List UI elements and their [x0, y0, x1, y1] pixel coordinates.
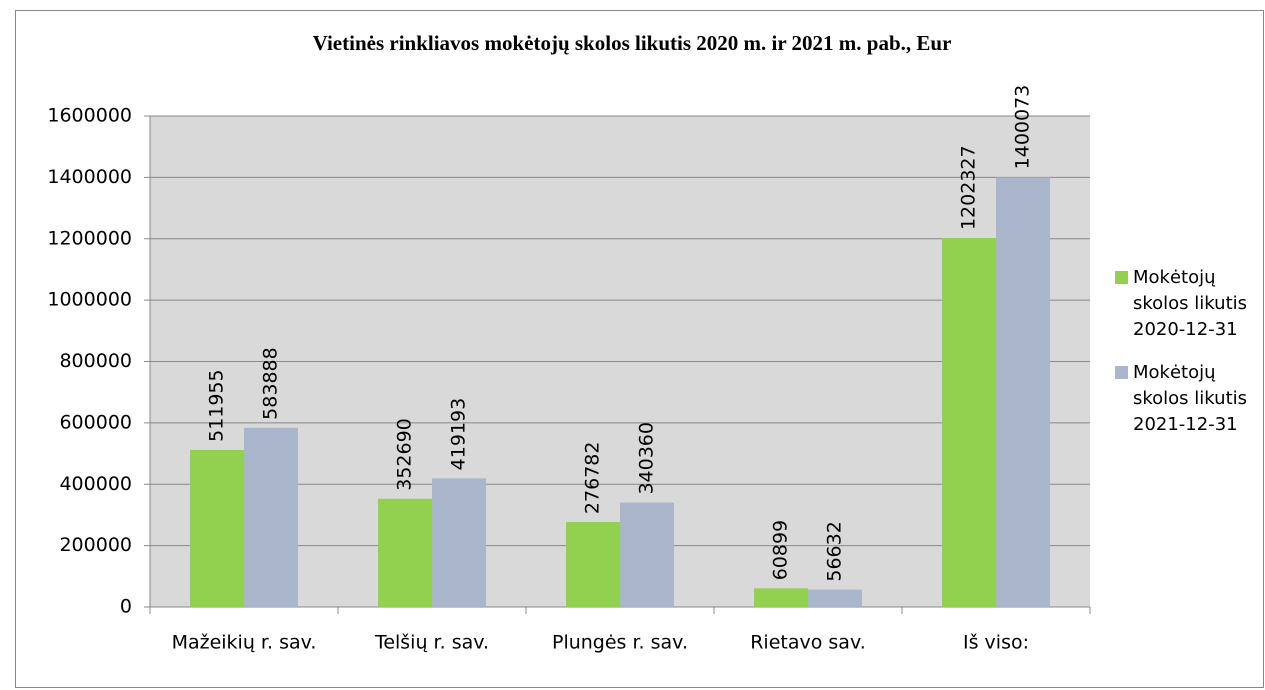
bar — [432, 478, 486, 607]
bar — [996, 177, 1050, 607]
legend-swatch — [1115, 366, 1128, 379]
data-label: 276782 — [582, 442, 604, 515]
y-tick-label: 800000 — [59, 350, 132, 372]
bar — [244, 427, 298, 607]
y-tick-label: 600000 — [59, 411, 132, 433]
legend-label: Mokėtojų skolos likutis 2020-12-31 — [1133, 267, 1248, 340]
chart-title: Vietinės rinkliavos mokėtojų skolos liku… — [313, 31, 952, 55]
data-label: 1202327 — [958, 145, 980, 230]
bar — [754, 588, 808, 607]
y-tick-label: 1600000 — [47, 105, 132, 127]
data-label: 352690 — [394, 418, 416, 491]
x-tick-label: Mažeikių r. sav. — [172, 632, 317, 654]
bar — [620, 502, 674, 607]
bar — [190, 449, 244, 607]
y-tick-label: 1400000 — [47, 166, 132, 188]
y-tick-label: 1000000 — [47, 289, 132, 311]
legend-swatch — [1115, 271, 1128, 284]
bar — [808, 589, 862, 607]
bar — [566, 522, 620, 607]
x-tick-label: Rietavo sav. — [750, 632, 866, 654]
data-label: 340360 — [636, 422, 658, 495]
legend-label: Mokėtojų skolos likutis 2021-12-31 — [1133, 362, 1248, 435]
data-label: 511955 — [206, 369, 228, 442]
bar — [378, 498, 432, 607]
y-tick-label: 200000 — [59, 534, 132, 556]
data-label: 56632 — [824, 521, 846, 581]
y-tick-label: 0 — [120, 596, 132, 618]
y-tick-label: 1200000 — [47, 227, 132, 249]
x-tick-label: Telšių r. sav. — [374, 632, 489, 654]
data-label: 60899 — [770, 520, 792, 580]
bar — [942, 238, 996, 608]
data-label: 1400073 — [1012, 85, 1034, 170]
y-tick-label: 400000 — [59, 473, 132, 495]
data-label: 419193 — [448, 398, 470, 471]
x-tick-label: Iš viso: — [963, 632, 1029, 654]
x-tick-label: Plungės r. sav. — [552, 632, 688, 654]
data-label: 583888 — [260, 347, 282, 420]
